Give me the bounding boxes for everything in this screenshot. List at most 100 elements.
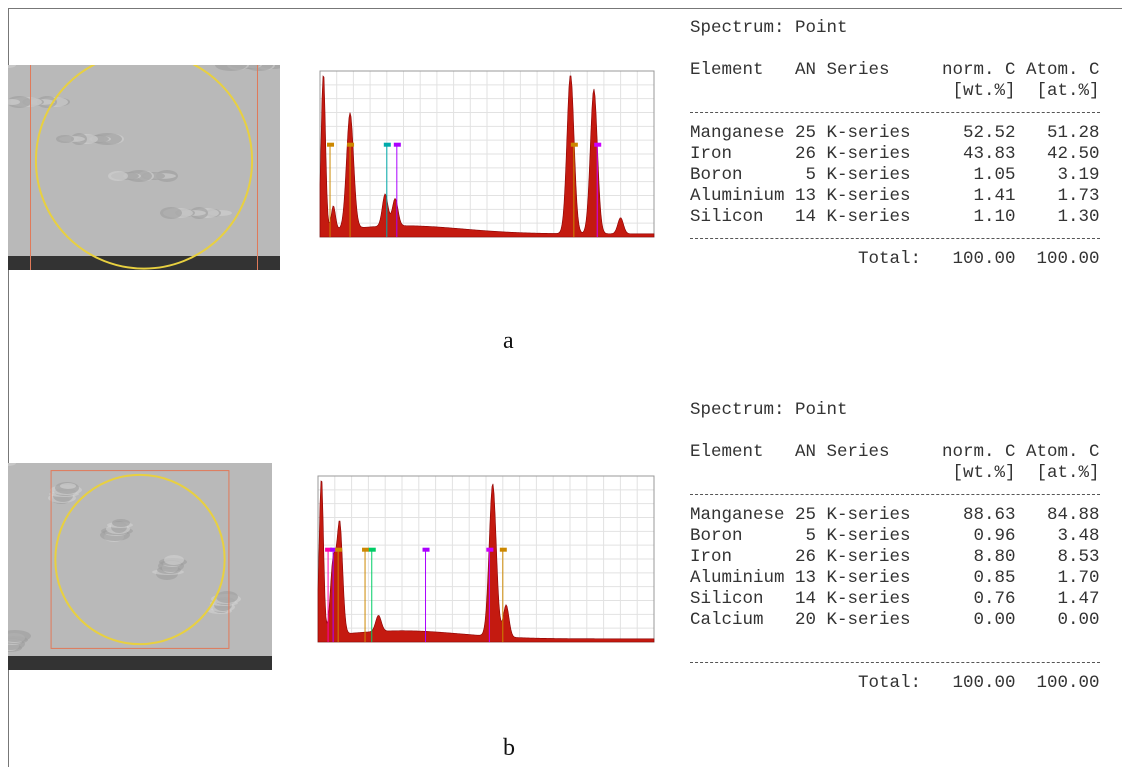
- table-cell: K-series: [826, 526, 911, 546]
- spectrum-area: [319, 75, 655, 238]
- table-cell: 0.96: [973, 526, 1016, 546]
- table-row: Iron 26 K-series 43.83 42.50: [690, 144, 1100, 165]
- peak-tag: [325, 547, 333, 552]
- table-cell: 0.00: [973, 610, 1016, 630]
- frame: [8, 8, 9, 767]
- table-row: Iron 26 K-series 8.80 8.53: [690, 547, 1100, 568]
- table-cell: 3.48: [1057, 526, 1100, 546]
- image-bg: [8, 463, 272, 670]
- table-cell: 5: [805, 165, 817, 185]
- texture: [164, 555, 184, 565]
- peak-tag: [499, 547, 507, 552]
- header-cell: AN: [795, 442, 817, 462]
- total-row: Total: 100.00 100.00: [690, 673, 1100, 694]
- table-row: Aluminium 13 K-series 0.85 1.70: [690, 568, 1100, 589]
- table-row: Boron 5 K-series 0.96 3.48: [690, 526, 1100, 547]
- roi-circle: [34, 65, 254, 270]
- table-row: Aluminium 13 K-series 1.41 1.73: [690, 186, 1100, 207]
- sem-image: [8, 65, 280, 270]
- table-cell: 5: [805, 526, 817, 546]
- image-footer: [8, 656, 272, 670]
- table-cell: 13: [795, 568, 817, 588]
- peak-tag: [486, 547, 494, 552]
- table-row: Manganese 25 K-series 88.63 84.88: [690, 505, 1100, 526]
- peak-tag: [594, 142, 602, 147]
- separator: [690, 238, 1100, 239]
- total-cell: Total:: [858, 249, 922, 269]
- roi-circle: [54, 473, 226, 646]
- total-cell: 100.00: [952, 249, 1016, 269]
- texture: [8, 630, 31, 642]
- table-cell: Iron: [690, 144, 733, 164]
- image-bg: [8, 65, 280, 270]
- spectrum-title: Spectrum: Point: [690, 400, 848, 420]
- spectrum-area: [317, 480, 655, 643]
- spectrum-title: Spectrum: Point: [690, 18, 848, 38]
- table-row: Silicon 14 K-series 0.76 1.47: [690, 589, 1100, 610]
- table-row: Manganese 25 K-series 52.52 51.28: [690, 123, 1100, 144]
- header-cell: norm. C: [942, 442, 1016, 462]
- panel-label: a: [503, 328, 514, 354]
- header-cell: [wt.%]: [952, 463, 1016, 483]
- header-cell: [816, 463, 921, 484]
- result-table: Spectrum: Point Element AN Series norm. C Ato…: [690, 18, 1100, 270]
- table-cell: Boron: [690, 526, 743, 546]
- header-cell: norm. C: [942, 60, 1016, 80]
- header-cell: [795, 463, 816, 484]
- image-footer: [8, 256, 280, 270]
- sem-image: [8, 463, 272, 670]
- separator: [690, 662, 1100, 663]
- separator: [690, 494, 1100, 495]
- peak-tag: [422, 547, 430, 552]
- table-cell: 84.88: [1047, 505, 1100, 525]
- texture: [215, 65, 247, 71]
- table-cell: Silicon: [690, 207, 764, 227]
- header-cell: Atom. C: [1026, 60, 1100, 80]
- spectrum: [319, 70, 655, 238]
- table-cell: 1.10: [973, 207, 1016, 227]
- table-row: Silicon 14 K-series 1.10 1.30: [690, 207, 1100, 228]
- table-cell: 42.50: [1047, 144, 1100, 164]
- table-cell: 8.53: [1057, 547, 1100, 567]
- peak-tag: [335, 547, 343, 552]
- table-cell: K-series: [826, 123, 911, 143]
- spacer: [690, 631, 1100, 652]
- table-cell: Aluminium: [690, 186, 785, 206]
- roi-box: [30, 65, 258, 270]
- table-cell: 3.19: [1057, 165, 1100, 185]
- table-cell: 8.80: [973, 547, 1016, 567]
- peak-tag: [347, 142, 355, 147]
- table-cell: 1.73: [1057, 186, 1100, 206]
- table-cell: 1.47: [1057, 589, 1100, 609]
- table-row: Calcium 20 K-series 0.00 0.00: [690, 610, 1100, 631]
- texture: [160, 207, 182, 219]
- table-cell: 13: [795, 186, 817, 206]
- result-table: Spectrum: Point Element AN Series norm. C Ato…: [690, 400, 1100, 694]
- table-cell: 0.76: [973, 589, 1016, 609]
- total-cell: Total:: [858, 673, 922, 693]
- header-cell: Series: [826, 60, 890, 80]
- peak-tag: [330, 547, 338, 552]
- table-cell: Manganese: [690, 505, 785, 525]
- table-cell: Silicon: [690, 589, 764, 609]
- peak-tag: [327, 142, 335, 147]
- table-cell: 52.52: [963, 123, 1016, 143]
- table-cell: 0.85: [973, 568, 1016, 588]
- table-cell: K-series: [826, 207, 911, 227]
- header-cell: [at.%]: [1036, 463, 1100, 483]
- table-cell: 43.83: [963, 144, 1016, 164]
- texture: [112, 519, 130, 527]
- header-cell: [795, 81, 816, 102]
- table-cell: Aluminium: [690, 568, 785, 588]
- header-cell: [690, 463, 795, 484]
- header-cell: Series: [826, 442, 890, 462]
- texture: [60, 483, 76, 489]
- header-cell: Atom. C: [1026, 442, 1100, 462]
- table-cell: 26: [795, 144, 817, 164]
- table-cell: K-series: [826, 568, 911, 588]
- header-cell: AN: [795, 60, 817, 80]
- texture: [108, 171, 128, 181]
- frame: [8, 8, 1122, 9]
- texture: [8, 65, 16, 68]
